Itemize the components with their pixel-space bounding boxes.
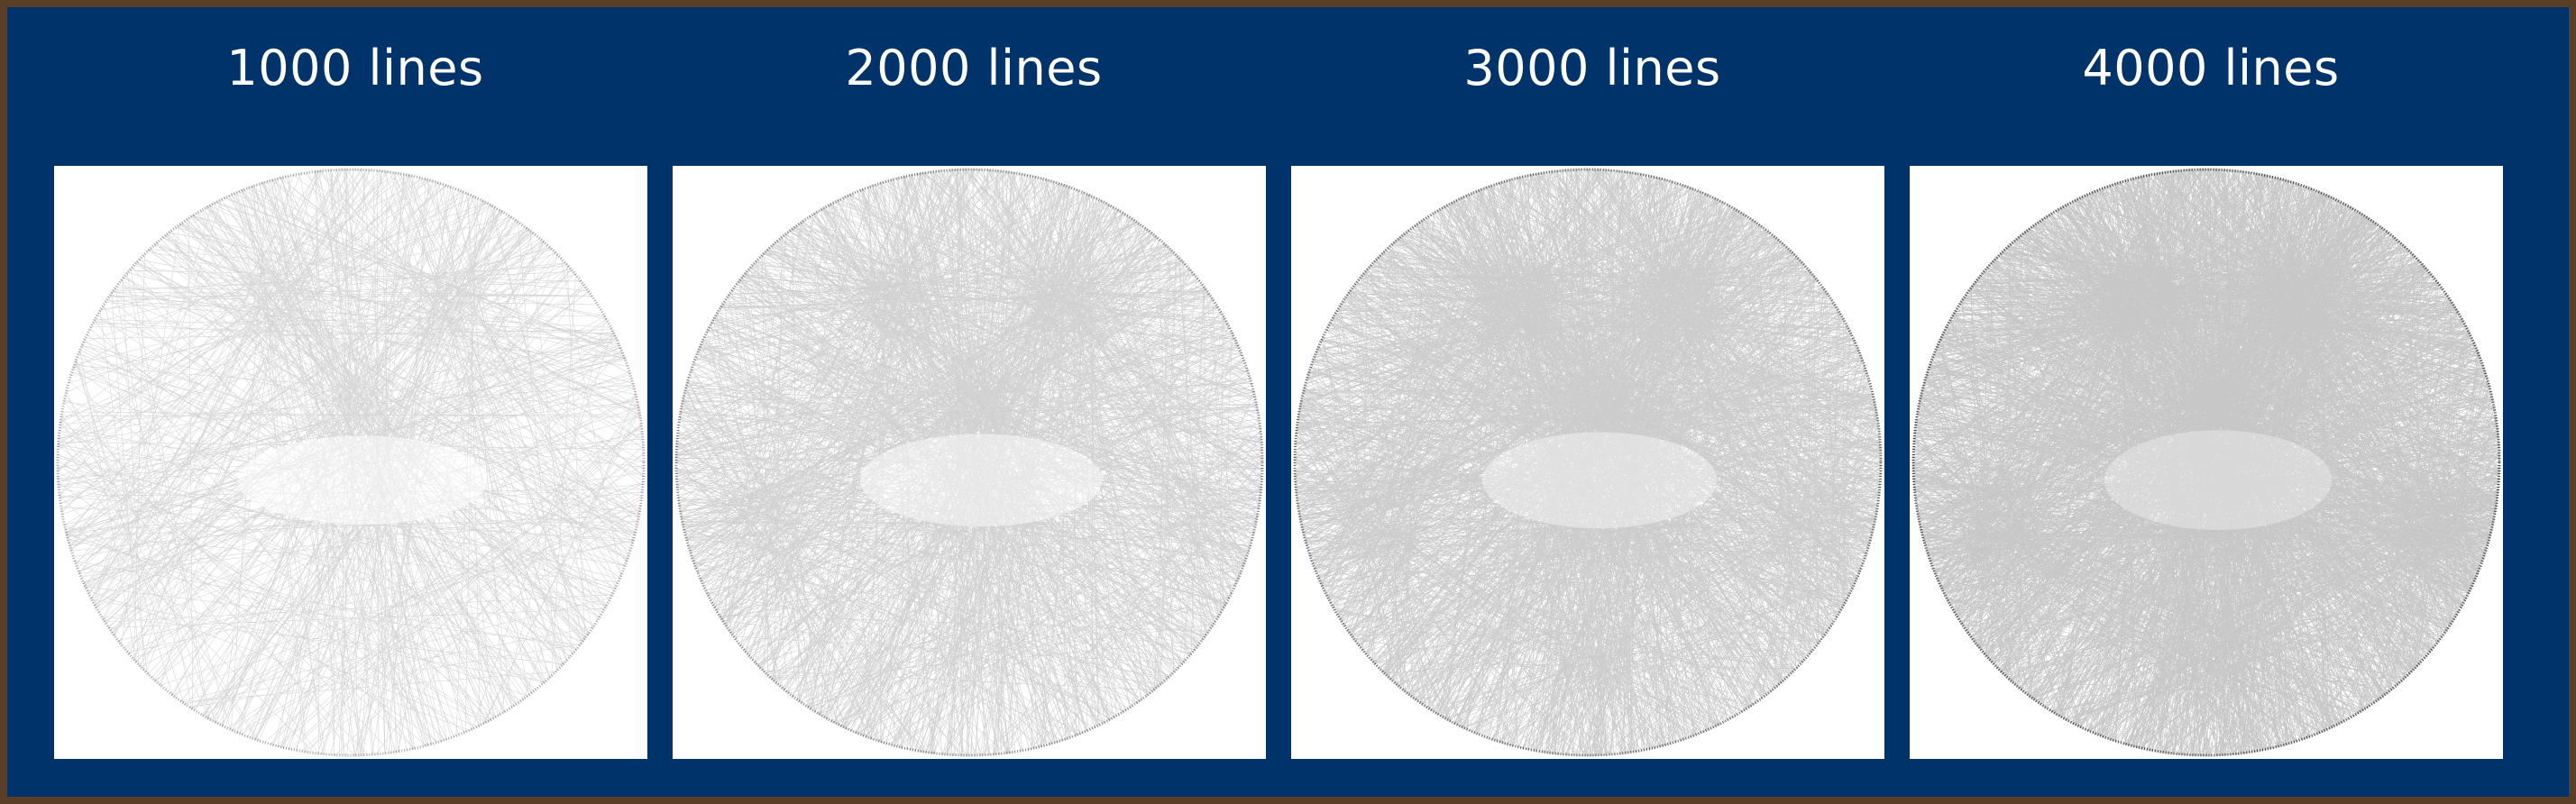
string-art-panel-2 xyxy=(673,166,1266,759)
mouth-highlight xyxy=(1481,432,1718,529)
mouth-highlight xyxy=(237,435,488,525)
pin-ring xyxy=(674,168,1264,757)
thread-lines xyxy=(675,169,1263,756)
panel-label-3: 3000 lines xyxy=(1463,40,1721,96)
panel-label-1: 1000 lines xyxy=(226,40,484,96)
figure-frame: 1000 lines 2000 lines 3000 lines 4000 li… xyxy=(7,7,2569,797)
pin-ring xyxy=(1911,168,2501,757)
mouth-highlight xyxy=(2104,430,2333,531)
string-art-panel-4 xyxy=(1910,166,2503,759)
string-art-panel-1 xyxy=(54,166,647,759)
pin-ring xyxy=(1293,168,1883,757)
thread-lines xyxy=(1912,169,2500,756)
string-art-image-4 xyxy=(1911,168,2501,757)
panel-label-4: 4000 lines xyxy=(2082,40,2340,96)
panel-label-2: 2000 lines xyxy=(845,40,1103,96)
string-art-panel-3 xyxy=(1291,166,1884,759)
thread-lines xyxy=(1294,169,1882,756)
mouth-highlight xyxy=(859,434,1103,527)
string-art-image-3 xyxy=(1293,168,1883,757)
thread-lines xyxy=(57,169,645,756)
string-art-image-1 xyxy=(56,168,646,757)
pin-ring xyxy=(56,168,646,757)
string-art-image-2 xyxy=(674,168,1264,757)
